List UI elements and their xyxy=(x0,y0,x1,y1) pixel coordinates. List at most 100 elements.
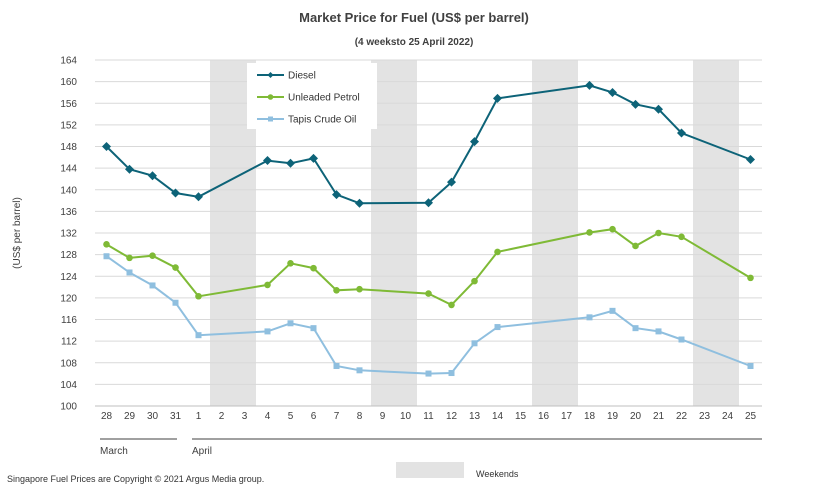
y-tick-164: 164 xyxy=(60,56,77,67)
x-tick-30-2: 30 xyxy=(147,411,159,422)
y-tick-148: 148 xyxy=(60,142,77,153)
chart-subtitle: (4 weeksto 25 April 2022) xyxy=(355,37,474,48)
marker-diesel-13-16 xyxy=(470,137,479,147)
legend-marker-tapis-crude-oil xyxy=(268,116,273,122)
y-tick-120: 120 xyxy=(60,293,77,304)
x-tick-25-28: 25 xyxy=(745,411,757,422)
marker-diesel-29-1 xyxy=(125,164,134,174)
x-tick-23-26: 23 xyxy=(699,411,711,422)
month-label-april: April xyxy=(192,446,212,457)
x-axis-ticks: 28 29 30 31 1 2 3 4 5 6 7 8 9 10 11 12 13 14 15 16 17 18 19 20 2… xyxy=(101,411,757,422)
legend-label-tapis-crude-oil: Tapis Crude Oil xyxy=(288,115,356,126)
marker-diesel-8-11 xyxy=(355,198,364,208)
line-tapis-crude-oil xyxy=(105,255,751,375)
marker-unleaded-petrol-7-10 xyxy=(333,287,340,294)
x-tick-9-12: 9 xyxy=(380,411,386,422)
marker-tapis-crude-oil-4-7 xyxy=(264,328,271,335)
x-tick-10-13: 10 xyxy=(400,411,412,422)
marker-unleaded-petrol-19-22 xyxy=(609,225,616,233)
y-tick-108: 108 xyxy=(60,358,77,369)
legend-marker-unleaded-petrol xyxy=(267,94,274,100)
y-tick-144: 144 xyxy=(60,164,77,175)
marker-tapis-crude-oil-29-1 xyxy=(126,269,133,276)
x-tick-3-6: 3 xyxy=(242,411,248,422)
marker-unleaded-petrol-21-24 xyxy=(655,229,662,237)
x-tick-1-4: 1 xyxy=(196,411,202,422)
legend-label-diesel: Diesel xyxy=(288,71,316,82)
marker-tapis-crude-oil-5-8 xyxy=(287,320,294,327)
x-tick-29-1: 29 xyxy=(124,411,136,422)
legend-label-unleaded-petrol: Unleaded Petrol xyxy=(288,93,360,104)
marker-diesel-22-25 xyxy=(677,128,686,138)
weekend-swatch xyxy=(396,462,464,478)
marker-diesel-25-28 xyxy=(746,154,755,164)
x-tick-22-25: 22 xyxy=(676,411,688,422)
x-tick-17-20: 17 xyxy=(561,411,573,422)
marker-unleaded-petrol-1-4 xyxy=(195,292,202,300)
copyright-note: Singapore Fuel Prices are Copyright © 20… xyxy=(7,474,264,484)
y-tick-160: 160 xyxy=(60,77,77,88)
marker-diesel-18-21 xyxy=(585,80,594,90)
marker-tapis-crude-oil-14-17 xyxy=(494,324,501,331)
month-label-march: March xyxy=(100,446,128,457)
series-markers xyxy=(102,80,755,377)
marker-tapis-crude-oil-19-22 xyxy=(609,307,616,314)
y-tick-136: 136 xyxy=(60,207,77,218)
chart-title: Market Price for Fuel (US$ per barrel) xyxy=(299,10,529,25)
marker-unleaded-petrol-18-21 xyxy=(586,229,593,236)
marker-tapis-crude-oil-18-21 xyxy=(586,314,593,321)
marker-tapis-crude-oil-7-10 xyxy=(333,362,340,369)
marker-diesel-4-7 xyxy=(263,156,272,166)
marker-unleaded-petrol-5-8 xyxy=(287,259,294,267)
marker-unleaded-petrol-12-15 xyxy=(448,301,455,309)
x-tick-20-23: 20 xyxy=(630,411,642,422)
marker-diesel-14-17 xyxy=(493,93,502,103)
y-tick-100: 100 xyxy=(60,402,77,413)
marker-diesel-20-23 xyxy=(631,99,640,109)
marker-unleaded-petrol-6-9 xyxy=(310,264,317,272)
y-tick-104: 104 xyxy=(60,380,77,391)
marker-diesel-19-22 xyxy=(608,87,617,97)
marker-diesel-6-9 xyxy=(309,153,318,163)
marker-unleaded-petrol-28-0 xyxy=(103,241,110,248)
marker-tapis-crude-oil-6-9 xyxy=(310,325,317,332)
x-tick-15-18: 15 xyxy=(515,411,527,422)
marker-unleaded-petrol-22-25 xyxy=(678,233,685,241)
marker-unleaded-petrol-25-28 xyxy=(747,274,754,282)
marker-tapis-crude-oil-13-16 xyxy=(471,340,478,347)
y-tick-140: 140 xyxy=(60,185,77,196)
marker-unleaded-petrol-11-14 xyxy=(425,290,432,297)
weekend-legend: Weekends xyxy=(396,462,519,479)
marker-unleaded-petrol-29-1 xyxy=(126,254,133,262)
line-unleaded-petrol xyxy=(105,228,752,307)
marker-tapis-crude-oil-20-23 xyxy=(632,325,639,332)
marker-diesel-11-14 xyxy=(424,198,433,208)
y-axis-label: (US$ per barrel) xyxy=(12,197,23,269)
x-tick-24-27: 24 xyxy=(722,411,734,422)
x-tick-7-10: 7 xyxy=(334,411,340,422)
x-tick-4-7: 4 xyxy=(265,411,271,422)
x-tick-6-9: 6 xyxy=(311,411,317,422)
legend: Diesel Unleaded Petrol Tapis Crude Oil xyxy=(247,63,377,129)
x-tick-2-5: 2 xyxy=(219,411,225,422)
marker-diesel-7-10 xyxy=(332,190,341,200)
x-tick-28-0: 28 xyxy=(101,411,113,422)
legend-marker-diesel xyxy=(267,72,274,78)
marker-unleaded-petrol-14-17 xyxy=(494,248,501,256)
marker-diesel-5-8 xyxy=(286,158,295,168)
x-tick-11-14: 11 xyxy=(423,411,434,422)
marker-tapis-crude-oil-25-28 xyxy=(747,362,754,369)
marker-unleaded-petrol-13-16 xyxy=(471,277,478,285)
x-tick-16-19: 16 xyxy=(538,411,550,422)
y-axis-ticks: 100 104 108 112 116 120 124 128 132 136 140 144 148 1… xyxy=(60,56,77,413)
marker-unleaded-petrol-31-3 xyxy=(172,264,179,271)
x-tick-18-21: 18 xyxy=(584,411,596,422)
weekend-label: Weekends xyxy=(476,469,519,479)
x-tick-31-3: 31 xyxy=(170,411,182,422)
marker-tapis-crude-oil-30-2 xyxy=(149,282,156,289)
y-tick-124: 124 xyxy=(60,272,77,283)
y-tick-152: 152 xyxy=(60,120,77,131)
marker-tapis-crude-oil-11-14 xyxy=(425,370,432,377)
x-tick-8-11: 8 xyxy=(357,411,363,422)
